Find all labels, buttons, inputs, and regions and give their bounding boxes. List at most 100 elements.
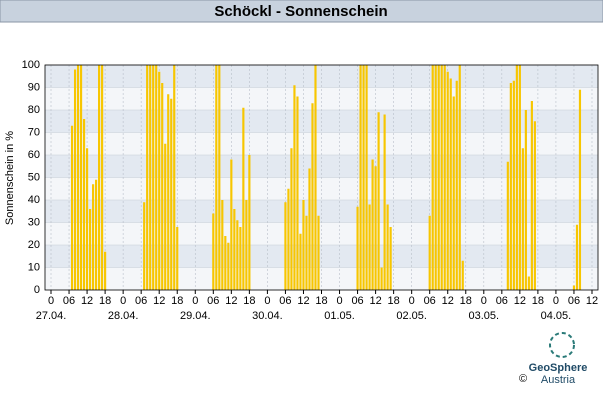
bar <box>221 200 224 290</box>
bar <box>146 65 149 290</box>
grid-band <box>45 65 598 88</box>
bar <box>374 166 377 290</box>
bar <box>143 202 146 290</box>
bar <box>76 65 80 290</box>
grid-band <box>45 132 598 155</box>
plot: 0 10 20 30 40 50 60 70 80 90 100 0 06 12 18 0 06 12 18 0 06 1… <box>22 59 599 322</box>
copyright: © <box>519 373 527 385</box>
bar <box>365 65 368 290</box>
x-tick-label: 18 <box>171 295 183 307</box>
bar <box>176 227 179 290</box>
bar <box>512 80 515 290</box>
bar <box>428 215 431 290</box>
bar <box>233 209 236 290</box>
y-tick-label: 80 <box>28 104 40 116</box>
bar <box>368 204 371 290</box>
x-tick-label: 0 <box>553 295 559 307</box>
date-label: 30.04. <box>252 310 283 322</box>
bar <box>371 159 374 290</box>
bar <box>293 85 296 290</box>
x-tick-label: 0 <box>336 295 342 307</box>
bar <box>170 98 173 290</box>
bar <box>578 89 582 290</box>
bar <box>299 233 302 290</box>
x-tick-label: 06 <box>63 295 75 307</box>
bar <box>518 65 521 290</box>
x-tick-label: 18 <box>532 295 544 307</box>
bar <box>149 65 152 290</box>
bar <box>167 94 170 290</box>
logo-icon <box>549 332 575 358</box>
x-tick-label: 12 <box>81 295 93 307</box>
bar <box>359 65 362 290</box>
bar <box>70 125 74 290</box>
bar <box>230 159 233 290</box>
date-label: 02.05. <box>396 310 427 322</box>
bar <box>527 276 530 290</box>
x-tick-label: 06 <box>207 295 219 307</box>
bar <box>287 188 290 290</box>
x-tick-label: 18 <box>243 295 255 307</box>
bar <box>506 161 509 290</box>
bar <box>461 260 464 290</box>
brand: GeoSphere <box>529 362 588 374</box>
grid-band <box>45 200 598 223</box>
y-tick-label: 60 <box>28 149 40 161</box>
title-bar <box>0 0 603 23</box>
bar <box>572 285 576 290</box>
x-tick-label: 12 <box>225 295 237 307</box>
date-label: 04.05. <box>541 310 572 322</box>
x-tick-label: 12 <box>297 295 309 307</box>
bar <box>437 65 440 290</box>
bar <box>215 65 218 290</box>
x-tick-label: 0 <box>192 295 198 307</box>
bar <box>248 155 251 290</box>
bar <box>533 121 536 290</box>
y-tick-label: 40 <box>28 194 40 206</box>
bar <box>104 251 107 290</box>
bar <box>218 65 221 290</box>
date-label: 03.05. <box>468 310 499 322</box>
bar <box>380 267 383 290</box>
bar <box>389 227 392 290</box>
bar <box>88 209 92 290</box>
bar <box>440 65 443 290</box>
bar <box>173 65 176 290</box>
y-tick-label: 70 <box>28 126 40 138</box>
bar <box>515 65 518 290</box>
bar <box>386 204 389 290</box>
x-tick-label: 0 <box>481 295 487 307</box>
bar <box>101 65 104 290</box>
x-tick-label: 06 <box>568 295 580 307</box>
date-label: 28.04. <box>108 310 139 322</box>
bar <box>212 213 215 290</box>
x-tick-label: 06 <box>279 295 291 307</box>
bar <box>236 220 239 290</box>
bar <box>155 65 158 290</box>
bar <box>82 119 86 290</box>
y-tick-label: 0 <box>34 284 40 296</box>
logo: GeoSphere Austria © <box>519 332 588 386</box>
bar <box>377 112 380 290</box>
x-tick-label: 06 <box>496 295 508 307</box>
x-tick-label: 12 <box>514 295 526 307</box>
bar <box>431 65 434 290</box>
x-tick-label: 18 <box>388 295 400 307</box>
bar <box>284 202 287 290</box>
bar <box>305 215 308 290</box>
date-label: 27.04. <box>36 310 67 322</box>
x-tick-label: 06 <box>135 295 147 307</box>
bar <box>224 236 227 290</box>
bar <box>383 114 386 290</box>
x-tick-label: 18 <box>460 295 472 307</box>
y-tick-label: 30 <box>28 216 40 228</box>
bar <box>245 200 248 290</box>
bar <box>524 110 527 290</box>
y-axis-label: Sonnenschein in % <box>4 131 16 225</box>
bar <box>92 184 95 290</box>
grid-band <box>45 177 598 200</box>
bar <box>509 83 512 290</box>
x-tick-label: 18 <box>99 295 111 307</box>
x-tick-label: 12 <box>153 295 165 307</box>
